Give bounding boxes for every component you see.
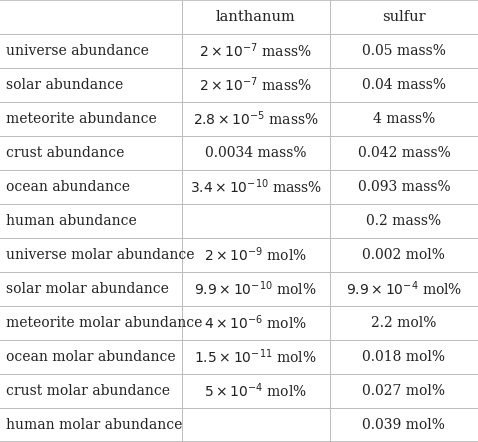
Text: human molar abundance: human molar abundance (6, 418, 182, 432)
Text: human abundance: human abundance (6, 214, 137, 228)
Text: 0.2 mass%: 0.2 mass% (366, 214, 442, 228)
Text: 0.05 mass%: 0.05 mass% (362, 44, 446, 58)
Text: $2.8\times10^{-5}$ mass%: $2.8\times10^{-5}$ mass% (193, 110, 318, 128)
Text: 0.0034 mass%: 0.0034 mass% (205, 146, 306, 160)
Text: sulfur: sulfur (382, 10, 426, 24)
Text: 0.027 mol%: 0.027 mol% (362, 384, 445, 398)
Text: crust molar abundance: crust molar abundance (6, 384, 170, 398)
Text: $2\times10^{-7}$ mass%: $2\times10^{-7}$ mass% (199, 76, 312, 94)
Text: 2.2 mol%: 2.2 mol% (371, 316, 436, 330)
Text: solar molar abundance: solar molar abundance (6, 282, 169, 296)
Text: 0.093 mass%: 0.093 mass% (358, 180, 450, 194)
Text: meteorite molar abundance: meteorite molar abundance (6, 316, 202, 330)
Text: $1.5\times10^{-11}$ mol%: $1.5\times10^{-11}$ mol% (195, 348, 317, 366)
Text: crust abundance: crust abundance (6, 146, 124, 160)
Text: universe abundance: universe abundance (6, 44, 149, 58)
Text: ocean abundance: ocean abundance (6, 180, 130, 194)
Text: $2\times10^{-9}$ mol%: $2\times10^{-9}$ mol% (204, 246, 307, 264)
Text: 4 mass%: 4 mass% (373, 112, 435, 126)
Text: solar abundance: solar abundance (6, 78, 123, 92)
Text: 0.018 mol%: 0.018 mol% (362, 350, 445, 364)
Text: ocean molar abundance: ocean molar abundance (6, 350, 175, 364)
Text: $5\times10^{-4}$ mol%: $5\times10^{-4}$ mol% (204, 382, 307, 400)
Text: meteorite abundance: meteorite abundance (6, 112, 156, 126)
Text: 0.039 mol%: 0.039 mol% (362, 418, 445, 432)
Text: $4\times10^{-6}$ mol%: $4\times10^{-6}$ mol% (204, 314, 307, 332)
Text: $3.4\times10^{-10}$ mass%: $3.4\times10^{-10}$ mass% (190, 178, 322, 196)
Text: 0.002 mol%: 0.002 mol% (362, 248, 445, 262)
Text: $9.9\times10^{-10}$ mol%: $9.9\times10^{-10}$ mol% (195, 280, 317, 298)
Text: 0.04 mass%: 0.04 mass% (362, 78, 446, 92)
Text: 0.042 mass%: 0.042 mass% (358, 146, 450, 160)
Text: universe molar abundance: universe molar abundance (6, 248, 194, 262)
Text: $9.9\times10^{-4}$ mol%: $9.9\times10^{-4}$ mol% (346, 280, 462, 298)
Text: lanthanum: lanthanum (216, 10, 295, 24)
Text: $2\times10^{-7}$ mass%: $2\times10^{-7}$ mass% (199, 42, 312, 60)
